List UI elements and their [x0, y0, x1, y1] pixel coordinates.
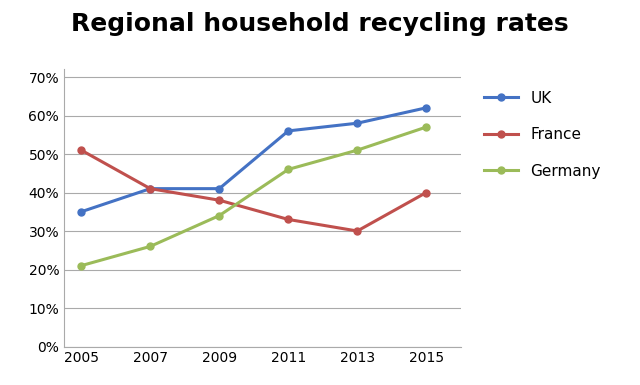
France: [77, 148, 85, 152]
UK: [216, 186, 223, 191]
Legend: UK, France, Germany: UK, France, Germany: [484, 91, 600, 179]
France: [284, 217, 292, 222]
Germany: [422, 125, 430, 129]
Germany: [147, 244, 154, 249]
Line: UK: UK: [78, 104, 430, 215]
UK: [422, 105, 430, 110]
Line: Germany: Germany: [78, 124, 430, 269]
France: [147, 186, 154, 191]
France: [216, 198, 223, 203]
Germany: [353, 148, 361, 152]
Germany: [77, 263, 85, 268]
Germany: [216, 213, 223, 218]
France: [422, 190, 430, 195]
Line: France: France: [78, 147, 430, 234]
UK: [147, 186, 154, 191]
UK: [77, 209, 85, 214]
France: [353, 229, 361, 233]
Germany: [284, 167, 292, 172]
UK: [353, 121, 361, 126]
UK: [284, 129, 292, 133]
Text: Regional household recycling rates: Regional household recycling rates: [71, 12, 569, 35]
